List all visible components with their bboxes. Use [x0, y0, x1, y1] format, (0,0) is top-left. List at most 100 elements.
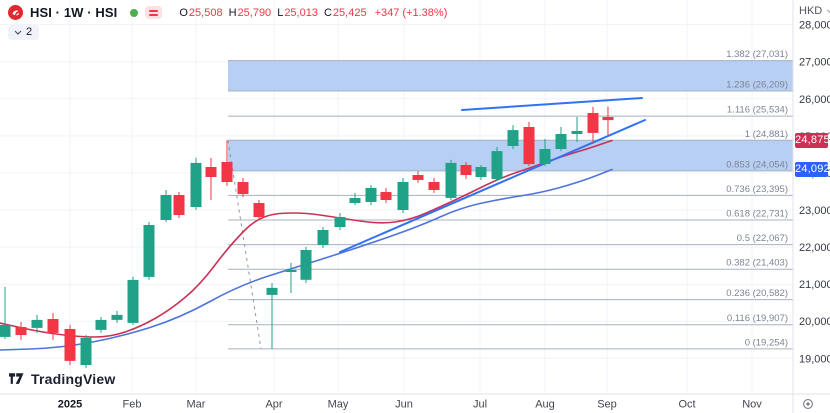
candle-body — [173, 195, 185, 215]
fib-level-label: 0 (19,254) — [745, 337, 788, 348]
hsi-symbol-logo-icon — [8, 5, 23, 20]
fib-band — [228, 60, 793, 92]
chevron-down-icon — [14, 30, 22, 35]
fib-level-label: 0.5 (22,067) — [737, 233, 788, 244]
candle-body — [365, 187, 377, 202]
trendline[interactable] — [461, 97, 643, 111]
open-value: 25,508 — [188, 6, 223, 19]
symbol-title[interactable]: HSI · 1W · HSI — [30, 5, 118, 20]
axis-settings-gear-icon[interactable] — [801, 397, 815, 411]
time-tick-label: Aug — [535, 399, 555, 411]
indicators-collapse-button[interactable]: 2 — [8, 25, 40, 40]
candle-body — [587, 113, 599, 133]
price-tick-label: 22,000 — [799, 242, 830, 254]
fib-level-label: 1.236 (26,209) — [726, 80, 788, 91]
candle-body — [127, 279, 139, 323]
candle-body — [555, 134, 567, 149]
time-tick-label: Apr — [265, 399, 282, 411]
price-tick-label: 21,000 — [799, 279, 830, 291]
candle-body — [412, 175, 424, 180]
time-axis-pane[interactable] — [0, 394, 830, 413]
currency-selector[interactable]: HKD — [796, 3, 830, 19]
candle-body — [491, 151, 503, 180]
candle-body — [380, 192, 392, 200]
change-value: +347 (+1.38%) — [374, 6, 448, 19]
price-tick-label: 27,000 — [799, 57, 830, 69]
ohlc-readout: O25,508 H25,790 L25,013 C25,425 +347 (+1… — [179, 7, 447, 19]
candle-body — [460, 165, 472, 175]
candle-body — [397, 182, 409, 210]
candle-body — [285, 270, 297, 272]
price-axis-pane[interactable] — [793, 0, 830, 413]
candle-body — [300, 250, 312, 280]
candle-body — [349, 198, 361, 203]
fib-level-label: 0.736 (23,395) — [726, 184, 788, 195]
time-tick-label: May — [328, 399, 349, 411]
price-tick-label: 26,000 — [799, 94, 830, 106]
candle-body — [334, 217, 346, 227]
candle-body — [428, 182, 440, 190]
low-value: 25,013 — [284, 6, 318, 19]
high-label: H — [228, 6, 237, 19]
candle-body — [111, 314, 123, 320]
close-value: 25,425 — [332, 6, 367, 19]
candle-body — [475, 167, 487, 177]
candle-body — [205, 167, 217, 177]
time-tick-label: Nov — [742, 399, 762, 411]
candle-body — [64, 329, 76, 361]
candle-body — [160, 195, 172, 220]
time-tick-label: Jun — [395, 399, 413, 411]
tradingview-watermark[interactable]: TradingView — [9, 371, 115, 387]
watermark-text: TradingView — [31, 371, 116, 387]
close-label: C — [323, 6, 332, 19]
candle-body — [317, 230, 329, 245]
price-tick-label: 19,000 — [799, 353, 830, 365]
tradingview-logo-icon — [9, 372, 24, 384]
high-value: 25,790 — [237, 6, 272, 19]
symbol-legend: HSI · 1W · HSI O25,508 H25,790 L25,013 C… — [8, 5, 447, 20]
time-tick-label: Feb — [123, 399, 142, 411]
candle-body — [523, 127, 535, 165]
trendline[interactable] — [339, 119, 646, 253]
fib-level-label: 1.116 (25,534) — [727, 105, 788, 116]
candle-body — [266, 287, 278, 295]
ma-fast-price-badge[interactable]: 24,875 — [795, 133, 830, 148]
ma-slow-price-badge[interactable]: 24,092 — [795, 162, 830, 177]
notes-list-icon[interactable] — [145, 6, 163, 19]
candle-body — [253, 203, 265, 218]
fib-level-label: 0.853 (24,054) — [726, 159, 788, 170]
candle-body — [31, 319, 43, 328]
currency-label: HKD — [799, 5, 823, 17]
indicator-count: 2 — [26, 26, 33, 38]
time-tick-label: 2025 — [58, 399, 82, 411]
candle-body — [190, 162, 202, 207]
market-status-dot-icon[interactable] — [130, 8, 139, 17]
candle-body — [507, 130, 519, 146]
candle-body — [571, 131, 583, 134]
time-tick-label: Jul — [473, 399, 487, 411]
fib-level-label: 1 (24,881) — [745, 129, 788, 140]
chevron-down-icon — [826, 9, 830, 13]
open-label: O — [179, 6, 188, 19]
fib-level-label: 0.236 (20,582) — [726, 288, 788, 299]
fib-anchor-dashed-line — [227, 140, 262, 349]
candle-body — [95, 319, 107, 330]
fib-level-label: 1.382 (27,031) — [726, 49, 788, 60]
candle-body — [237, 182, 249, 194]
fib-level-label: 0.382 (21,403) — [726, 258, 788, 269]
candle-body — [80, 337, 92, 365]
candle-body — [602, 117, 614, 121]
price-tick-label: 20,000 — [799, 316, 830, 328]
candle-body — [0, 324, 11, 337]
time-tick-label: Mar — [187, 399, 206, 411]
candle-body — [47, 319, 59, 333]
candle-body — [445, 162, 457, 198]
candle-body — [539, 149, 551, 164]
candle-body — [15, 327, 27, 335]
low-label: L — [277, 6, 284, 19]
candle-body — [143, 225, 155, 277]
time-tick-label: Oct — [678, 399, 695, 411]
price-tick-label: 28,000 — [799, 20, 830, 32]
